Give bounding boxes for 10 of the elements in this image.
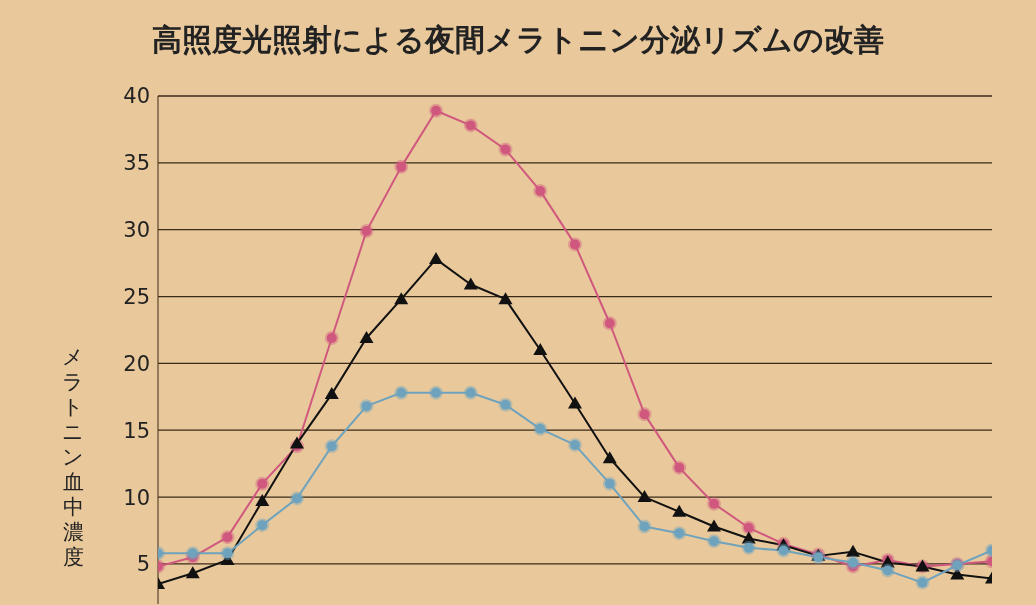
y-tick-label: 40 bbox=[123, 84, 150, 109]
y-tick-label: 20 bbox=[123, 351, 150, 376]
chart-title: 高照度光照射による夜間メラトニン分泌リズムの改善 bbox=[151, 21, 885, 59]
text: メラトニン血中濃度 bbox=[62, 345, 84, 569]
y-tick-label: 15 bbox=[123, 418, 150, 443]
y-tick-label: 5 bbox=[136, 552, 150, 577]
y-tick-label: 25 bbox=[123, 284, 150, 309]
y-tick-label: 35 bbox=[123, 151, 150, 176]
y-tick-label: 10 bbox=[123, 485, 150, 510]
y-tick-label: 30 bbox=[123, 218, 150, 243]
